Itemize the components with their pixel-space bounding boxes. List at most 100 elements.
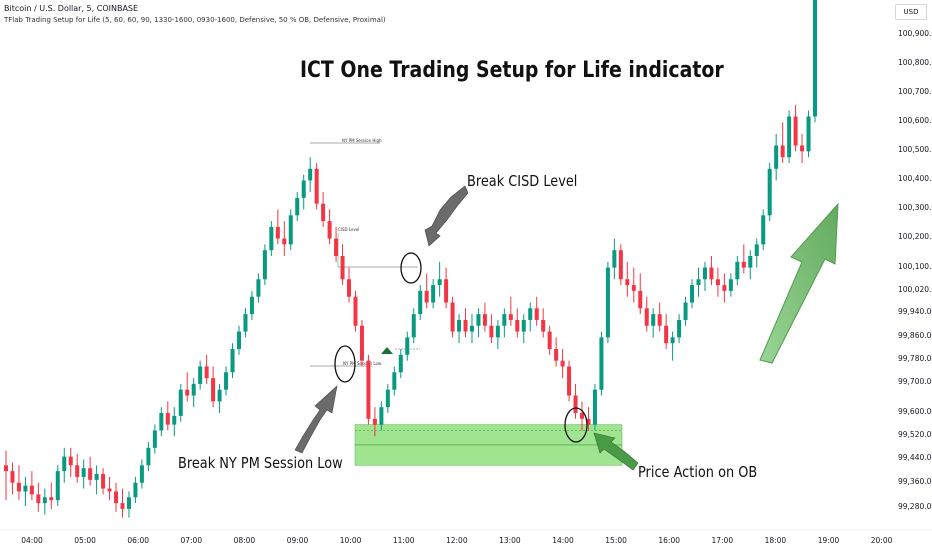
candle-body <box>657 314 662 326</box>
candle-body <box>599 337 604 390</box>
candle-body <box>515 319 520 332</box>
candle-body <box>715 279 720 286</box>
candle-body <box>133 482 138 498</box>
ny-session-high-label: NY PM Session High <box>342 138 382 143</box>
currency-selector[interactable]: USD <box>895 4 927 20</box>
candle-body <box>625 279 630 286</box>
y-tick-label: 99,600.00 <box>898 407 932 416</box>
x-tick-label: 07:00 <box>180 536 202 545</box>
ny-session-low-label: NY PM Session Low <box>343 361 382 366</box>
x-axis: 04:00 05:00 06:00 07:00 08:00 09:00 10:00 11:00… <box>21 536 892 545</box>
candle-body <box>236 331 241 350</box>
circle-ny-low-break <box>334 345 356 383</box>
candle-body <box>152 430 157 448</box>
candle-body <box>301 180 306 198</box>
candle-body <box>560 360 565 367</box>
candle-body <box>217 389 222 402</box>
candle-body <box>476 314 481 326</box>
candle-body <box>75 465 80 477</box>
candle-body <box>644 308 649 326</box>
candle-body <box>631 285 636 291</box>
candle-body <box>774 145 779 169</box>
candles-layer <box>3 0 818 518</box>
candle-body <box>262 250 267 280</box>
candle-body <box>359 325 364 361</box>
candle-body <box>437 279 442 286</box>
candle-body <box>690 285 695 303</box>
candle-body <box>36 494 41 504</box>
candle-body <box>347 279 352 297</box>
y-tick-label: 100,900.00 <box>898 29 932 38</box>
candle-body <box>541 319 546 332</box>
candle-body <box>275 226 280 239</box>
candle-body <box>392 372 397 390</box>
candle-body <box>42 497 47 504</box>
annotation-break-cisd: Break CISD Level <box>467 172 578 190</box>
candle-body <box>618 250 623 280</box>
candle-body <box>463 319 468 332</box>
candle-body <box>340 256 345 280</box>
candle-body <box>62 456 67 472</box>
candle-body <box>638 290 643 309</box>
circle-cisd-break <box>400 252 422 284</box>
candle-body <box>761 215 766 245</box>
candle-body <box>812 0 818 117</box>
symbol-title: Bitcoin / U.S. Dollar, 5, COINBASE <box>4 4 139 13</box>
y-tick-label: 100,600.00 <box>898 116 932 125</box>
candle-body <box>411 314 416 338</box>
candle-body <box>55 471 60 501</box>
candle-body <box>592 389 597 425</box>
cisd-label: CISD Level <box>338 227 359 232</box>
candle-body <box>521 319 526 332</box>
candle-body <box>554 349 559 361</box>
x-tick-label: 13:00 <box>499 536 521 545</box>
y-axis: 100,900.00 100,800.00 100,700.00 100,600.00… <box>898 29 932 511</box>
candle-body <box>457 319 462 332</box>
x-tick-label: 18:00 <box>765 536 787 545</box>
candle-body <box>586 418 591 425</box>
cisd-triangle-marker <box>381 347 393 354</box>
candle-body <box>722 285 727 291</box>
x-tick-label: 12:00 <box>446 536 468 545</box>
x-tick-label: 11:00 <box>393 536 415 545</box>
x-tick-label: 14:00 <box>552 536 574 545</box>
x-tick-label: 19:00 <box>818 536 840 545</box>
y-tick-label: 99,520.00 <box>898 430 932 439</box>
candle-body <box>664 325 669 344</box>
candle-body <box>94 474 99 480</box>
candle-body <box>126 497 131 509</box>
candle-body <box>230 349 235 373</box>
arrow-break-ny-low <box>294 385 338 454</box>
candle-body <box>10 471 15 483</box>
candle-body <box>114 491 119 504</box>
candle-body <box>178 389 183 416</box>
candle-body <box>23 485 28 492</box>
candle-body <box>211 378 216 402</box>
candle-body <box>696 279 701 286</box>
candle-body <box>107 488 112 492</box>
candle-body <box>800 145 805 152</box>
candle-body <box>379 407 384 425</box>
candle-body <box>191 383 196 396</box>
x-tick-label: 17:00 <box>711 536 733 545</box>
y-tick-label: 100,300.00 <box>898 203 932 212</box>
candle-body <box>185 389 190 396</box>
candle-body <box>327 221 332 239</box>
candle-body <box>321 203 326 222</box>
candle-body <box>282 238 287 245</box>
candle-body <box>249 296 254 315</box>
candle-body <box>334 238 339 256</box>
candle-body <box>3 465 9 472</box>
candle-body <box>534 308 539 320</box>
candle-body <box>68 456 73 466</box>
candle-body <box>16 482 21 492</box>
candle-body <box>670 337 675 344</box>
candle-body <box>366 360 371 419</box>
candle-body <box>508 314 513 320</box>
candle-body <box>502 314 507 326</box>
candle-body <box>780 145 785 158</box>
x-tick-label: 05:00 <box>74 536 96 545</box>
candle-body <box>243 314 248 332</box>
candle-body <box>405 337 410 355</box>
